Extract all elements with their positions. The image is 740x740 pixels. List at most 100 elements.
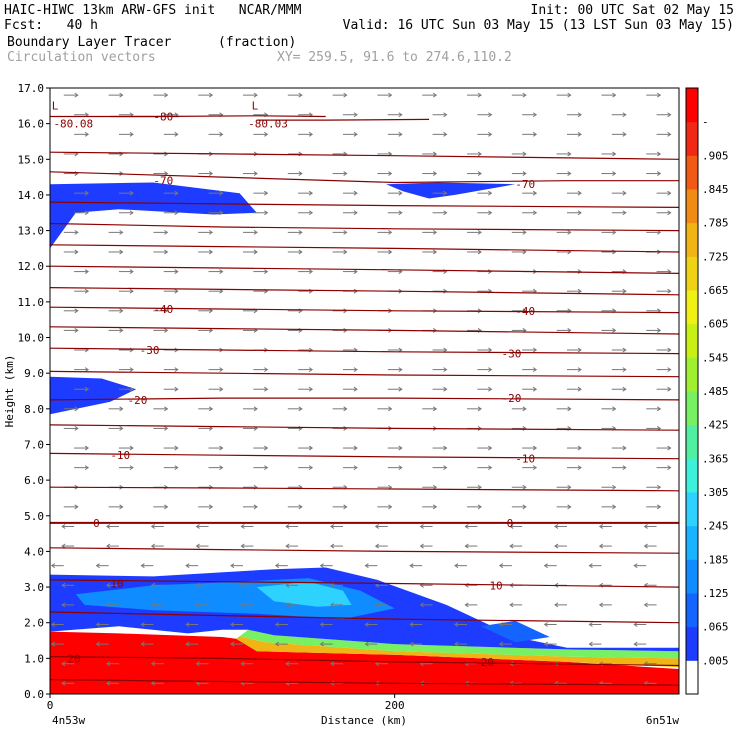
circulation-vector (332, 229, 348, 235)
circulation-vector (377, 406, 393, 412)
circulation-vector (63, 92, 79, 98)
circulation-vector (422, 171, 438, 176)
circulation-vector (566, 288, 582, 294)
circulation-vector (422, 229, 438, 235)
circulation-vector (150, 680, 164, 686)
circulation-vector (364, 641, 378, 647)
temperature-contour (50, 397, 679, 401)
circulation-vector (387, 190, 403, 196)
circulation-vector (646, 406, 662, 412)
circulation-vector (240, 543, 254, 549)
circulation-vector (298, 190, 314, 196)
circulation-vector (243, 229, 258, 235)
contour-label: 0 (507, 517, 514, 530)
circulation-vector (330, 661, 343, 667)
circulation-vector (342, 131, 358, 137)
circulation-vector (432, 445, 448, 451)
x-axis-label: Distance (km) (321, 714, 407, 727)
circulation-vector (198, 229, 214, 235)
field-units: (fraction) (218, 35, 297, 50)
circulation-vector (153, 249, 169, 255)
circulation-vector (240, 582, 254, 588)
circulation-vector (656, 386, 672, 392)
colorbar-swatch (686, 525, 698, 560)
circulation-vector (253, 190, 269, 196)
contour-label: 10 (110, 577, 123, 590)
circulation-vector (63, 308, 79, 314)
circulation-vector (611, 445, 627, 451)
circulation-vector (342, 190, 358, 196)
circulation-vector (467, 229, 482, 235)
circulation-vector (422, 151, 438, 157)
y-tick-label: 6.0 (24, 474, 44, 487)
circulation-vector (163, 269, 179, 274)
y-tick-label: 7.0 (24, 438, 44, 451)
circulation-vector (153, 327, 169, 333)
colorbar-swatch (686, 189, 698, 224)
circulation-vector (419, 602, 433, 608)
circulation-vector (95, 622, 109, 627)
temperature-contour (50, 151, 679, 160)
circulation-vector (319, 622, 333, 627)
circulation-vector (522, 210, 538, 216)
circulation-vector (106, 543, 119, 549)
circulation-vector (588, 563, 602, 569)
circulation-vector (287, 229, 303, 235)
y-tick-label: 12.0 (18, 260, 45, 273)
circulation-vector (50, 563, 64, 569)
tracer-region-low-layer-core (256, 581, 352, 607)
circulation-vector (140, 641, 154, 647)
x-start-label: 4n53w (52, 714, 85, 727)
circulation-vector (588, 622, 602, 627)
contour-label: -30 (140, 344, 160, 357)
colorbar-label: .185 (702, 553, 729, 566)
circulation-vector (108, 426, 124, 431)
circulation-vector (601, 504, 617, 510)
circulation-vector (63, 229, 79, 235)
circulation-vector (330, 524, 343, 529)
circulation-vector (374, 582, 388, 588)
y-tick-label: 13.0 (18, 225, 45, 238)
circulation-vector (554, 602, 567, 608)
circulation-vector (106, 602, 119, 608)
temperature-contour (50, 306, 679, 314)
temperature-contour (50, 287, 679, 296)
circulation-vector (464, 602, 478, 608)
circulation-vector (377, 229, 393, 235)
circulation-vector (432, 131, 448, 137)
colorbar-swatch (686, 593, 698, 628)
circulation-vector (611, 386, 627, 392)
axes-layer: 0.0 1.0 2.0 3.0 4.0 5.0 6.0 7.0 8.0 9.0 10.0 11.0 12… (18, 82, 405, 712)
contour-label: -10 (515, 453, 535, 466)
circulation-vector (185, 563, 199, 569)
circulation-vector (208, 386, 224, 392)
circulation-vector (208, 210, 224, 216)
header-valid-time: Valid: 16 UTC Sun 03 May 15 (13 LST Sun … (342, 18, 734, 33)
circulation-vector (509, 602, 523, 608)
temperature-contour (50, 370, 679, 378)
circulation-vector (287, 406, 303, 412)
circulation-vector (118, 269, 134, 274)
tracer-region-surface-edge (236, 636, 679, 668)
colorbar-label: .665 (702, 284, 729, 297)
colorbar-label: .485 (702, 385, 729, 398)
circulation-vector (332, 249, 348, 255)
circulation-vector (150, 543, 164, 549)
colorbar-label: .905 (702, 149, 729, 162)
y-tick-label: 9.0 (24, 367, 44, 380)
circulation-vector (63, 406, 79, 412)
header-init-time: Init: 00 UTC Sat 02 May 15 (530, 3, 735, 18)
circulation-vector (287, 151, 303, 157)
circulation-vector (253, 445, 269, 451)
circulation-vector (253, 386, 269, 392)
colorbar-swatch (686, 323, 698, 358)
temperature-contour (50, 171, 679, 184)
temperature-contour (50, 326, 679, 335)
y-tick-label: 14.0 (18, 189, 45, 202)
circulation-vector (633, 563, 647, 569)
circulation-vector (522, 347, 538, 353)
vector-field-name: Circulation vectors (7, 50, 156, 65)
circulation-vector (467, 92, 482, 98)
circulation-vector (522, 367, 538, 373)
temperature-contour-layer (50, 115, 679, 686)
